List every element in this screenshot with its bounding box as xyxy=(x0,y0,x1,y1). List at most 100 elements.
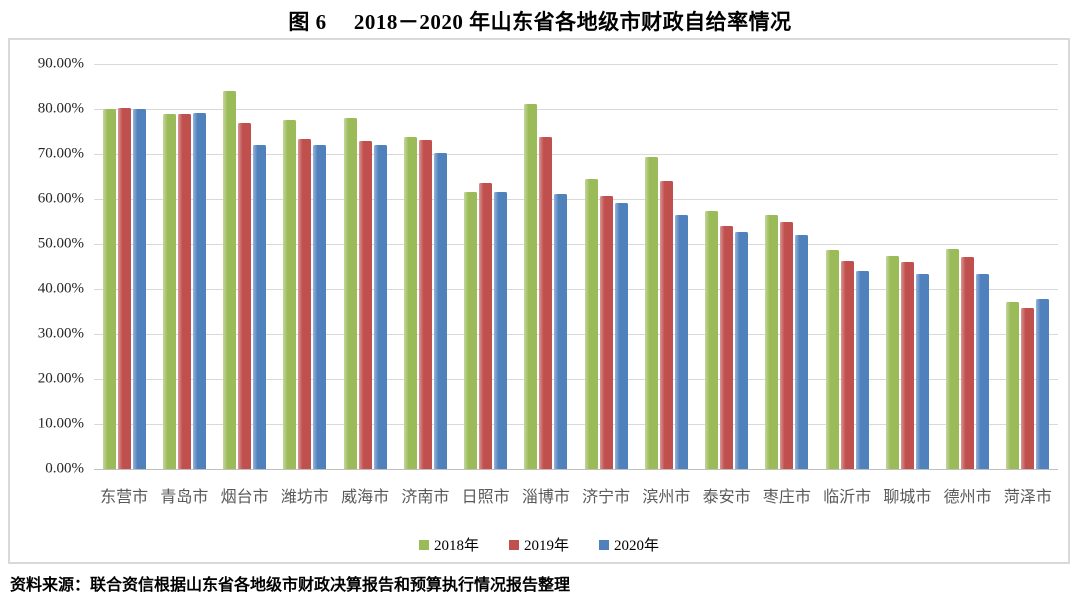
bar-枣庄市-2020年 xyxy=(795,235,809,469)
source-note: 资料来源：联合资信根据山东省各地级市财政决算报告和预算执行情况报告整理 xyxy=(10,577,571,594)
bar-groups xyxy=(94,64,1058,469)
y-tick-label: 70.00% xyxy=(37,145,84,162)
bar-临沂市-2020年 xyxy=(855,270,869,469)
bar-泰安市-2019年 xyxy=(720,225,734,469)
x-axis-labels: 东营市 青岛市 烟台市 潍坊市 威海市 济南市 日照市 淄博市 济宁市 滨州市 泰安市 枣庄市 临沂市聊… xyxy=(94,483,1058,507)
bar-济南市-2020年 xyxy=(433,153,447,469)
bar-东营市-2018年 xyxy=(102,109,116,469)
y-tick-label: 90.00% xyxy=(37,55,84,72)
bar-日照市-2020年 xyxy=(494,191,508,469)
bar-菏泽市-2020年 xyxy=(1036,298,1050,469)
x-tick-label-枣庄市: 枣庄市 xyxy=(762,489,811,506)
bar-淄博市-2020年 xyxy=(554,193,568,469)
bar-group-泰安市 xyxy=(697,64,757,469)
x-tick-label-潍坊市: 潍坊市 xyxy=(280,489,329,506)
bar-日照市-2019年 xyxy=(479,182,493,469)
bar-枣庄市-2019年 xyxy=(780,221,794,469)
bar-group-聊城市 xyxy=(877,64,937,469)
bar-烟台市-2019年 xyxy=(238,122,252,469)
bar-临沂市-2019年 xyxy=(840,260,854,469)
bar-威海市-2018年 xyxy=(343,118,357,469)
bar-潍坊市-2019年 xyxy=(298,138,312,469)
y-tick-label: 30.00% xyxy=(37,325,84,342)
legend-label: 2020年 xyxy=(614,538,660,554)
gridline-80 xyxy=(94,109,1058,110)
gridline-10 xyxy=(94,424,1058,425)
x-tick-label-淄博市: 淄博市 xyxy=(521,489,570,506)
x-tick-label-滨州市: 滨州市 xyxy=(642,489,691,506)
bar-枣庄市-2018年 xyxy=(765,215,779,469)
bar-德州市-2019年 xyxy=(961,256,975,469)
gridline-40 xyxy=(94,289,1058,290)
bar-group-德州市 xyxy=(938,64,998,469)
bar-淄博市-2019年 xyxy=(539,137,553,469)
bar-烟台市-2020年 xyxy=(253,145,267,469)
legend-swatch-icon xyxy=(418,539,429,550)
y-tick-label: 50.00% xyxy=(37,235,84,252)
bar-group-东营市 xyxy=(94,64,154,469)
bar-潍坊市-2018年 xyxy=(283,120,297,469)
x-tick-label-临沂市: 临沂市 xyxy=(823,489,872,506)
bar-青岛市-2020年 xyxy=(192,113,206,469)
x-tick-label-德州市: 德州市 xyxy=(943,489,992,506)
bar-东营市-2019年 xyxy=(117,107,131,469)
x-tick-label-菏泽市: 菏泽市 xyxy=(1003,489,1052,506)
bar-group-烟台市 xyxy=(215,64,275,469)
bar-济宁市-2018年 xyxy=(584,179,598,469)
legend: 2018年 2019年 2020年 xyxy=(10,534,1068,555)
bar-德州市-2020年 xyxy=(976,273,990,469)
bar-菏泽市-2018年 xyxy=(1006,302,1020,469)
legend-item-2020年: 2020年 xyxy=(599,534,659,555)
y-tick-label: 0.00% xyxy=(45,460,84,477)
x-tick-label-日照市: 日照市 xyxy=(461,489,510,506)
bar-group-青岛市 xyxy=(154,64,214,469)
bar-group-日照市 xyxy=(456,64,516,469)
y-tick-label: 60.00% xyxy=(37,190,84,207)
x-tick-label-聊城市: 聊城市 xyxy=(883,489,932,506)
bar-group-菏泽市 xyxy=(998,64,1058,469)
bar-济南市-2019年 xyxy=(418,140,432,469)
gridline-70 xyxy=(94,154,1058,155)
gridline-60 xyxy=(94,198,1058,200)
bar-临沂市-2018年 xyxy=(825,249,839,469)
bar-泰安市-2020年 xyxy=(735,232,749,469)
bar-东营市-2020年 xyxy=(132,108,146,469)
bar-group-潍坊市 xyxy=(275,64,335,469)
bar-滨州市-2018年 xyxy=(644,156,658,469)
bar-烟台市-2018年 xyxy=(223,91,237,469)
bar-聊城市-2020年 xyxy=(915,273,929,469)
bar-青岛市-2019年 xyxy=(177,114,191,469)
bar-济宁市-2019年 xyxy=(599,195,613,469)
x-tick-label-济南市: 济南市 xyxy=(401,489,450,506)
x-tick-label-济宁市: 济宁市 xyxy=(582,489,631,506)
legend-swatch-icon xyxy=(599,539,609,550)
y-tick-label: 80.00% xyxy=(37,100,84,117)
gridline-0 xyxy=(94,469,1058,470)
gridline-20 xyxy=(94,379,1058,380)
legend-item-2018年: 2018年 xyxy=(418,534,479,555)
legend-item-2019年: 2019年 xyxy=(508,534,569,555)
legend-swatch-icon xyxy=(508,539,519,550)
x-tick-label-威海市: 威海市 xyxy=(341,489,390,506)
bar-group-枣庄市 xyxy=(757,64,817,469)
x-tick-label-青岛市: 青岛市 xyxy=(160,489,209,506)
bar-济宁市-2020年 xyxy=(614,203,628,469)
x-tick-label-东营市: 东营市 xyxy=(100,489,149,506)
y-tick-label: 20.00% xyxy=(37,370,84,387)
plot-area: 90.00% 80.00% 70.00% 60.00% 50.00% 40.00% 30.0… xyxy=(38,56,1058,506)
bar-日照市-2018年 xyxy=(464,192,478,469)
chart-area: 90.00% 80.00% 70.00% 60.00% 50.00% 40.00% 30.0… xyxy=(8,38,1070,564)
bar-group-济南市 xyxy=(395,64,455,469)
bar-group-济宁市 xyxy=(576,64,636,469)
bar-group-淄博市 xyxy=(516,64,576,469)
bar-聊城市-2018年 xyxy=(885,255,899,469)
y-tick-label: 10.00% xyxy=(37,415,84,432)
gridline-90 xyxy=(94,64,1058,65)
y-tick-label: 40.00% xyxy=(37,280,84,297)
bar-威海市-2020年 xyxy=(373,145,387,469)
x-tick-label-泰安市: 泰安市 xyxy=(702,489,751,506)
bar-德州市-2018年 xyxy=(946,248,960,469)
bar-group-威海市 xyxy=(335,64,395,469)
bar-泰安市-2018年 xyxy=(705,210,719,469)
